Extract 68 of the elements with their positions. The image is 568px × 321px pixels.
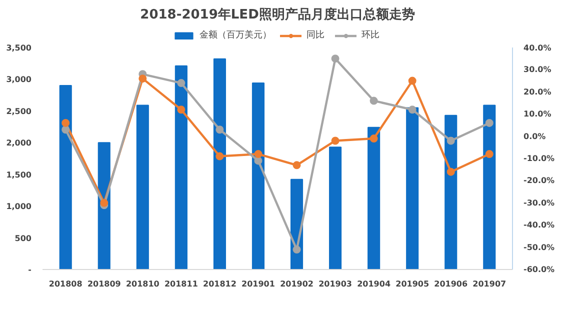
point	[100, 198, 108, 207]
y2-tick-label: -10.0%	[524, 154, 555, 163]
x-tick-label: 201902	[280, 280, 314, 288]
point	[446, 136, 455, 145]
y2-tick-label: -20.0%	[524, 176, 555, 186]
legend-label: 金额（百万美元）	[200, 29, 272, 42]
x-tick-label: 201904	[357, 280, 391, 288]
bar	[59, 85, 72, 270]
y-tick-label: -	[28, 266, 32, 274]
bar	[213, 58, 226, 270]
y2-tick-label: 40.0%	[524, 44, 552, 52]
point	[331, 54, 340, 63]
x-tick-label: 201808	[48, 280, 83, 288]
y-tick-label: 500	[14, 234, 32, 243]
point	[370, 96, 378, 105]
bar	[483, 104, 496, 270]
point	[331, 136, 340, 145]
point	[370, 134, 378, 143]
y2-tick-label: -50.0%	[524, 242, 555, 252]
bar	[136, 104, 149, 270]
bar	[174, 65, 188, 270]
bar	[406, 107, 419, 270]
y-tick-label: 2,500	[6, 106, 32, 116]
point	[216, 126, 224, 134]
x-tick-label: 201810	[126, 280, 160, 288]
y2-tick-label: -30.0%	[524, 198, 555, 208]
x-tick-label: 201811	[164, 280, 198, 288]
y2-tick-label: -60.0%	[524, 265, 555, 274]
y-tick-label: 3,500	[6, 44, 32, 52]
point	[485, 150, 494, 158]
point	[216, 152, 224, 160]
point	[446, 168, 455, 176]
bar	[368, 126, 380, 270]
x-tick-label: 201901	[242, 280, 276, 288]
point	[62, 126, 70, 134]
point	[408, 76, 416, 85]
x-tick-label: 201812	[203, 280, 236, 288]
point	[292, 161, 301, 170]
legend-label: 环比	[362, 29, 380, 42]
legend-label: 同比	[306, 29, 326, 42]
y-tick-label: 1,500	[6, 170, 32, 180]
point	[408, 106, 416, 114]
point	[138, 74, 147, 83]
point	[177, 106, 186, 114]
bar	[98, 142, 110, 270]
chart-title: 2018-2019年LED照明产品月度出口总额走势	[140, 6, 415, 22]
y2-tick-label: 20.0%	[524, 87, 552, 96]
y2-tick-label: 30.0%	[524, 65, 552, 74]
point	[292, 246, 301, 254]
bar	[444, 114, 458, 270]
bar	[252, 82, 265, 270]
bar	[329, 146, 342, 270]
y-tick-label: 2,000	[6, 138, 32, 148]
x-tick-label: 201907	[472, 280, 506, 288]
y2-tick-label: -40.0%	[524, 220, 555, 230]
y-tick-label: 3,000	[6, 75, 32, 84]
x-tick-label: 201809	[87, 280, 122, 288]
x-tick-label: 201903	[318, 280, 352, 288]
point	[254, 156, 262, 165]
point	[62, 118, 70, 127]
point	[177, 79, 186, 88]
x-tick-label: 201906	[434, 280, 468, 288]
x-tick-label: 201905	[396, 280, 430, 288]
y-tick-label: 1,000	[6, 202, 32, 212]
point	[485, 118, 494, 127]
y2-tick-label: 10.0%	[524, 110, 552, 119]
point	[254, 150, 262, 158]
y2-tick-label: 0.0%	[524, 132, 546, 141]
